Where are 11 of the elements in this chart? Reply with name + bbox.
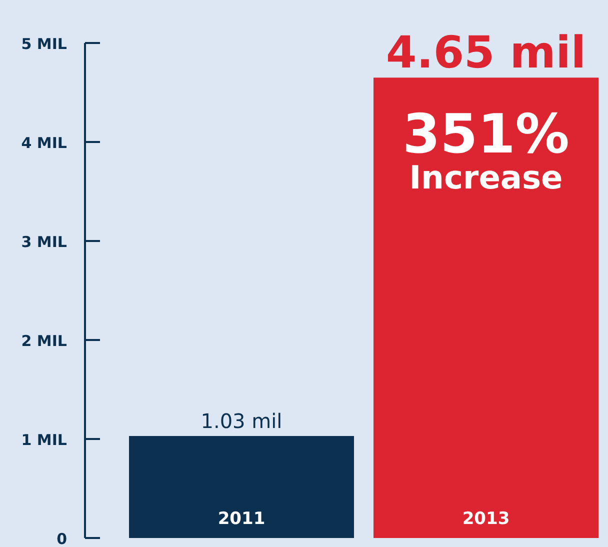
data-label: 1.03 mil <box>200 409 282 434</box>
y-tick-label: 4 MIL <box>21 134 68 152</box>
y-tick-label: 0 <box>56 530 67 547</box>
y-tick-label: 1 MIL <box>21 431 68 449</box>
y-tick-label: 3 MIL <box>21 233 68 251</box>
data-label: 4.65 mil <box>386 28 586 79</box>
annotation: 351% Increase <box>402 102 570 197</box>
x-tick-label: 2013 <box>462 509 510 529</box>
x-tick-label: 2011 <box>218 509 266 529</box>
y-tick-label: 2 MIL <box>21 332 68 350</box>
y-tick-label: 5 MIL <box>21 35 68 53</box>
